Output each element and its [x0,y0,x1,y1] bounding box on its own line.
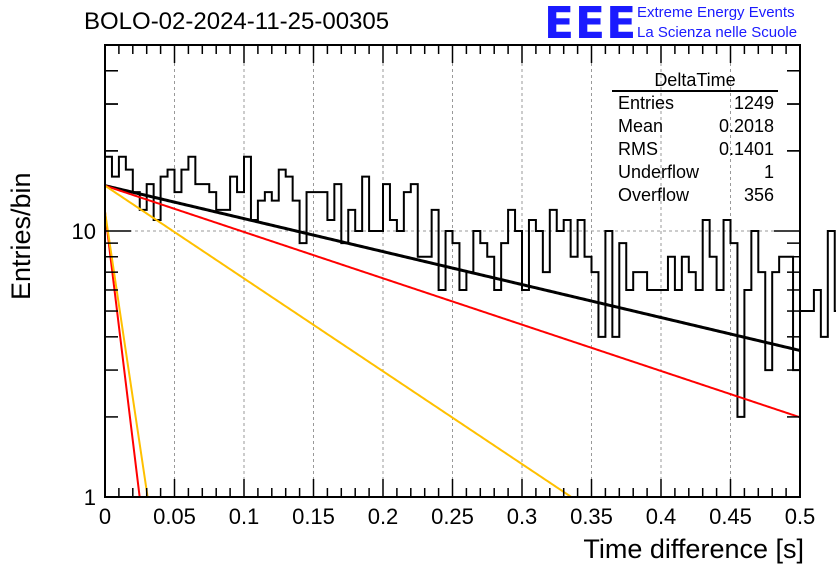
y-axis-label: Entries/bin [6,172,36,300]
x-tick-label: 0.2 [368,504,399,529]
stat-value: 0.1401 [718,139,774,159]
plot-frame [104,44,801,498]
chart-title: BOLO-02-2024-11-25-00305 [84,8,390,35]
x-tick-label: 0.45 [709,504,752,529]
x-tick-label: 0.05 [153,504,196,529]
axis-ticks [104,44,801,498]
stat-value: 1249 [733,93,774,113]
grid-lines [105,45,800,497]
stat-label: Underflow [618,162,700,182]
histogram-bins [105,155,836,418]
stat-label: Entries [618,93,675,113]
fit-curve-3 [104,211,141,498]
stats-box: DeltaTime Entries 1249 Mean 0.2018 RMS 0… [612,70,778,207]
x-tick-label: 0.3 [507,504,538,529]
stat-value: 356 [743,185,774,205]
stat-label: RMS [618,139,658,159]
eee-logo: EEE [544,0,638,49]
stat-row-entries: Entries 1249 [612,92,778,115]
logo-text-line2: La Scienza nelle Scuole [637,24,798,41]
fit-curves [104,184,801,498]
x-tick-label: 0.5 [785,504,816,529]
stat-label: Mean [618,116,664,136]
stat-label: Overflow [618,185,690,205]
x-tick-label: 0.35 [570,504,613,529]
stat-row-underflow: Underflow 1 [612,161,778,184]
fit-curve-4 [104,211,149,498]
stat-value: 1 [763,162,774,182]
x-tick-label: 0.15 [292,504,335,529]
x-tick-label: 0.25 [431,504,474,529]
fit-curve-0 [104,184,801,352]
stat-row-overflow: Overflow 356 [612,184,778,207]
x-tick-label: 0.4 [646,504,677,529]
stat-row-rms: RMS 0.1401 [612,138,778,161]
histogram-series [105,155,836,418]
x-tick-label: 0 [99,504,111,529]
x-tick-labels: 0 0.05 0.1 0.15 0.2 0.25 0.3 0.35 0.4 0.45 0.5 [99,504,815,529]
stats-title: DeltaTime [612,70,778,92]
x-tick-label: 0.1 [229,504,260,529]
y-tick-labels: 1 10 [72,219,96,510]
y-tick-label: 10 [72,219,96,244]
stat-row-mean: Mean 0.2018 [612,115,778,138]
stat-value: 0.2018 [718,116,774,136]
fit-curve-2 [104,184,572,498]
y-tick-label: 1 [84,485,96,510]
logo-text-line1: Extreme Energy Events [637,4,795,21]
x-axis-label: Time difference [s] [583,534,804,564]
fit-curve-1 [104,184,801,419]
